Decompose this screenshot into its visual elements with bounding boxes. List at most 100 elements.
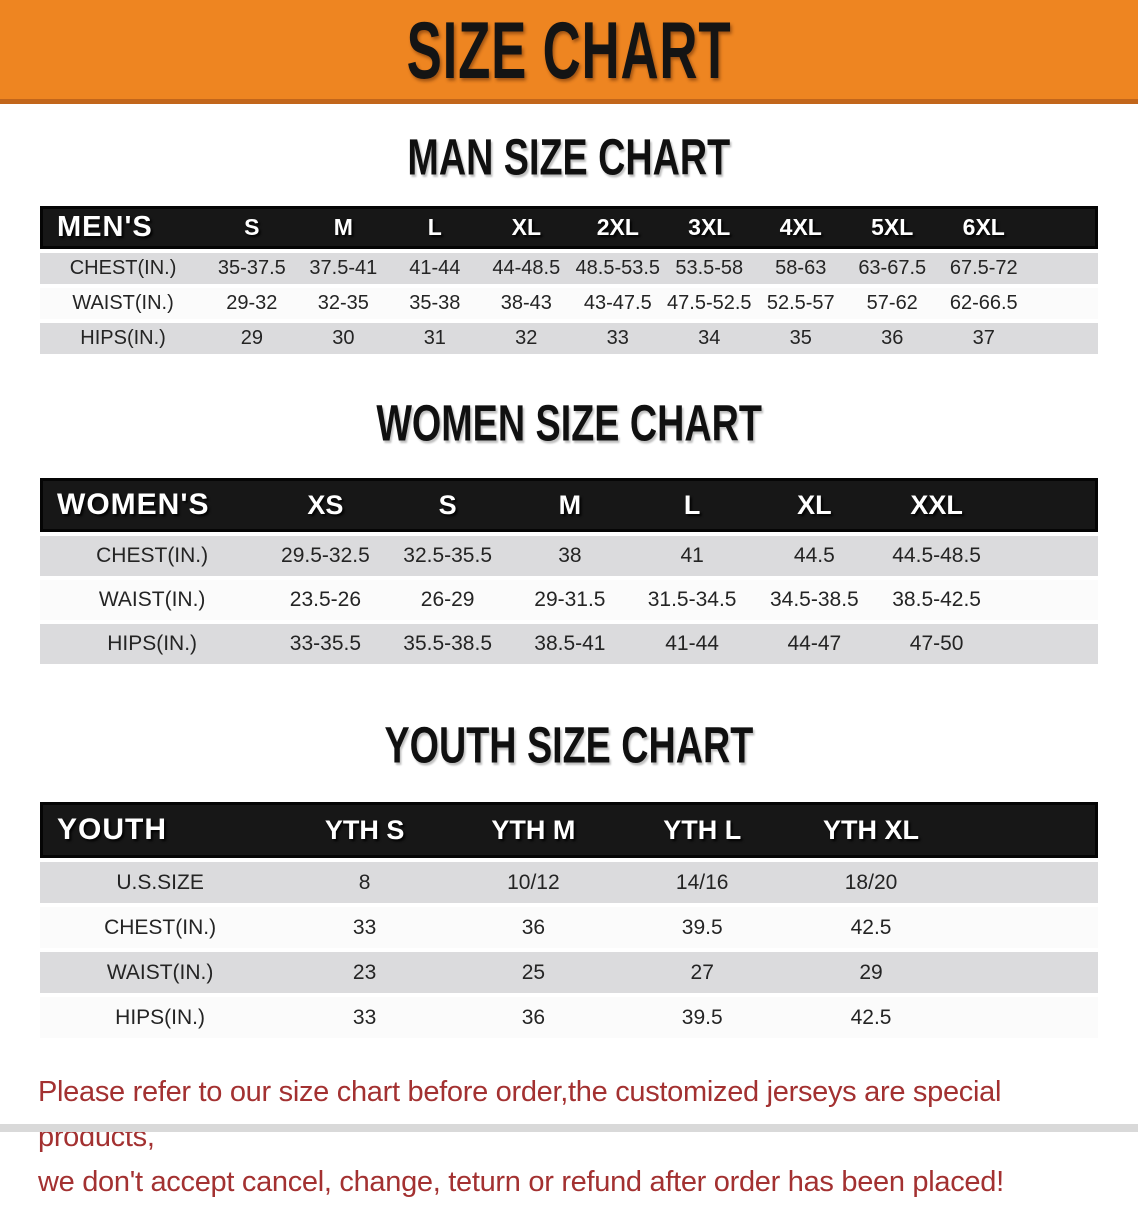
banner: SIZE CHART bbox=[0, 0, 1138, 104]
size-header-cell: XL bbox=[480, 206, 573, 249]
measurement-value-cell: 31 bbox=[389, 323, 481, 354]
row-filler-cell bbox=[955, 862, 1098, 903]
measurement-row: WAIST(IN.) 29-32 32-35 35-38 38-43 43-47.5 47.… bbox=[40, 288, 1098, 319]
measurement-value-cell: 43-47.5 bbox=[572, 288, 664, 319]
measurement-value-cell: 44.5-48.5 bbox=[875, 536, 998, 576]
size-header-cell: L bbox=[631, 478, 754, 532]
size-header-cell: 4XL bbox=[755, 206, 847, 249]
row-filler-cell bbox=[1029, 288, 1098, 319]
measurement-value-cell: 39.5 bbox=[617, 907, 787, 948]
measurement-value-cell: 37 bbox=[937, 323, 1030, 354]
measurement-row: WAIST(IN.) 23.5-26 26-29 29-31.5 31.5-34.5 34… bbox=[40, 580, 1098, 620]
measurement-value-cell: 36 bbox=[448, 907, 618, 948]
measurement-value-cell: 14/16 bbox=[617, 862, 787, 903]
measurement-label-cell: CHEST(IN.) bbox=[40, 907, 281, 948]
row-filler-cell bbox=[997, 624, 1098, 664]
measurement-value-cell: 33 bbox=[572, 323, 664, 354]
measurement-row: U.S.SIZE 8 10/12 14/16 18/20 bbox=[40, 862, 1098, 903]
measurement-value-cell: 34 bbox=[663, 323, 756, 354]
measurement-value-cell: 41-44 bbox=[389, 253, 481, 284]
size-header-cell: YTH M bbox=[448, 802, 618, 858]
size-header-cell: S bbox=[206, 206, 298, 249]
header-filler-cell bbox=[1029, 206, 1098, 249]
youth-section: YOUTH SIZE CHART YOUTH YTH S YTH M YTH L YTH… bbox=[0, 716, 1138, 1042]
measurement-value-cell: 29 bbox=[206, 323, 298, 354]
size-header-cell: M bbox=[297, 206, 390, 249]
measurement-row: CHEST(IN.) 33 36 39.5 42.5 bbox=[40, 907, 1098, 948]
measurement-value-cell: 47.5-52.5 bbox=[663, 288, 756, 319]
size-header-cell: YTH L bbox=[617, 802, 787, 858]
measurement-value-cell: 42.5 bbox=[786, 997, 956, 1038]
measurement-value-cell: 42.5 bbox=[786, 907, 956, 948]
measurement-value-cell: 38 bbox=[508, 536, 631, 576]
measurement-value-cell: 35 bbox=[755, 323, 847, 354]
row-filler-cell bbox=[1029, 253, 1098, 284]
measurement-value-cell: 44-47 bbox=[753, 624, 876, 664]
size-header-cell: YTH XL bbox=[786, 802, 956, 858]
measurement-value-cell: 31.5-34.5 bbox=[631, 580, 754, 620]
header-filler-cell bbox=[955, 802, 1098, 858]
table-header-row: MEN'S S M L XL 2XL 3XL 4XL 5XL 6XL bbox=[40, 206, 1098, 249]
measurement-value-cell: 58-63 bbox=[755, 253, 847, 284]
size-header-cell: XXL bbox=[875, 478, 998, 532]
page-title: SIZE CHART bbox=[406, 4, 732, 95]
measurement-value-cell: 33-35.5 bbox=[264, 624, 387, 664]
measurement-value-cell: 32-35 bbox=[297, 288, 390, 319]
measurement-value-cell: 23 bbox=[280, 952, 449, 993]
youth-section-heading: YOUTH SIZE CHART bbox=[0, 716, 1138, 774]
table-header-row: WOMEN'S XS S M L XL XXL bbox=[40, 478, 1098, 532]
measurement-value-cell: 34.5-38.5 bbox=[753, 580, 876, 620]
measurement-value-cell: 57-62 bbox=[846, 288, 938, 319]
row-filler-cell bbox=[1029, 323, 1098, 354]
measurement-value-cell: 29.5-32.5 bbox=[264, 536, 387, 576]
measurement-row: CHEST(IN.) 35-37.5 37.5-41 41-44 44-48.5 48.5… bbox=[40, 253, 1098, 284]
table-title-cell: WOMEN'S bbox=[40, 478, 265, 532]
measurement-value-cell: 29 bbox=[786, 952, 956, 993]
size-header-cell: 6XL bbox=[937, 206, 1030, 249]
measurement-label-cell: WAIST(IN.) bbox=[40, 952, 281, 993]
measurement-row: WAIST(IN.) 23 25 27 29 bbox=[40, 952, 1098, 993]
measurement-value-cell: 41-44 bbox=[631, 624, 754, 664]
size-header-cell: 2XL bbox=[572, 206, 664, 249]
disclaimer: Please refer to our size chart before or… bbox=[38, 1070, 1100, 1205]
men-size-table: MEN'S S M L XL 2XL 3XL 4XL 5XL 6XL CHEST(IN.) 35-37… bbox=[40, 202, 1098, 358]
measurement-row: HIPS(IN.) 33 36 39.5 42.5 bbox=[40, 997, 1098, 1038]
measurement-value-cell: 44.5 bbox=[753, 536, 876, 576]
measurement-value-cell: 38.5-41 bbox=[508, 624, 631, 664]
measurement-value-cell: 33 bbox=[280, 997, 449, 1038]
measurement-value-cell: 38-43 bbox=[480, 288, 573, 319]
measurement-value-cell: 32.5-35.5 bbox=[386, 536, 509, 576]
size-header-cell: 5XL bbox=[846, 206, 938, 249]
size-header-cell: M bbox=[508, 478, 631, 532]
youth-size-table: YOUTH YTH S YTH M YTH L YTH XL U.S.SIZE 8 10/12… bbox=[40, 798, 1098, 1042]
measurement-value-cell: 29-32 bbox=[206, 288, 298, 319]
measurement-value-cell: 29-31.5 bbox=[508, 580, 631, 620]
disclaimer-line-1: Please refer to our size chart before or… bbox=[38, 1076, 1002, 1153]
men-section: MAN SIZE CHART MEN'S S M L XL 2XL 3XL 4XL 5XL 6XL… bbox=[0, 128, 1138, 358]
size-header-cell: YTH S bbox=[280, 802, 449, 858]
measurement-value-cell: 44-48.5 bbox=[480, 253, 573, 284]
youth-heading-text: YOUTH SIZE CHART bbox=[384, 716, 754, 774]
measurement-value-cell: 37.5-41 bbox=[297, 253, 390, 284]
disclaimer-line-2: we don't accept cancel, change, teturn o… bbox=[38, 1165, 1004, 1198]
table-title-cell: MEN'S bbox=[40, 206, 207, 249]
measurement-value-cell: 35-38 bbox=[389, 288, 481, 319]
measurement-value-cell: 38.5-42.5 bbox=[875, 580, 998, 620]
measurement-value-cell: 35-37.5 bbox=[206, 253, 298, 284]
measurement-value-cell: 25 bbox=[448, 952, 618, 993]
size-header-cell: XS bbox=[264, 478, 387, 532]
measurement-value-cell: 36 bbox=[846, 323, 938, 354]
measurement-label-cell: WAIST(IN.) bbox=[40, 288, 207, 319]
size-header-cell: L bbox=[389, 206, 481, 249]
measurement-row: HIPS(IN.) 33-35.5 35.5-38.5 38.5-41 41-44 44-… bbox=[40, 624, 1098, 664]
women-section: WOMEN SIZE CHART WOMEN'S XS S M L XL XXL CHEST(… bbox=[0, 394, 1138, 668]
measurement-value-cell: 35.5-38.5 bbox=[386, 624, 509, 664]
measurement-value-cell: 47-50 bbox=[875, 624, 998, 664]
measurement-label-cell: HIPS(IN.) bbox=[40, 624, 265, 664]
men-section-heading: MAN SIZE CHART bbox=[0, 128, 1138, 185]
measurement-value-cell: 10/12 bbox=[448, 862, 618, 903]
women-heading-text: WOMEN SIZE CHART bbox=[376, 394, 762, 452]
measurement-value-cell: 23.5-26 bbox=[264, 580, 387, 620]
size-header-cell: S bbox=[386, 478, 509, 532]
